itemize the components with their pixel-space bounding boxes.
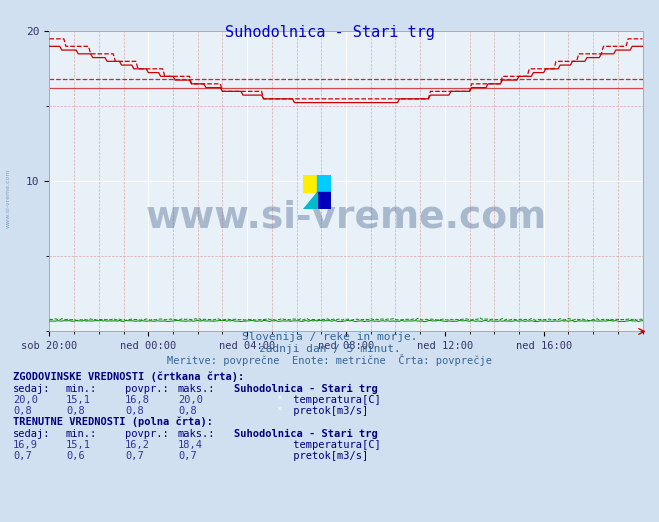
- Text: 0,8: 0,8: [13, 406, 32, 416]
- Text: www.si-vreme.com: www.si-vreme.com: [5, 169, 11, 228]
- Text: 0,7: 0,7: [178, 452, 196, 461]
- Bar: [303, 175, 317, 192]
- Text: zadnji dan / 5 minut.: zadnji dan / 5 minut.: [258, 345, 401, 354]
- Polygon shape: [303, 192, 317, 209]
- Text: ✕: ✕: [276, 407, 281, 413]
- Text: maks.:: maks.:: [178, 429, 215, 439]
- Text: sedaj:: sedaj:: [13, 429, 51, 439]
- Text: TRENUTNE VREDNOSTI (polna črta):: TRENUTNE VREDNOSTI (polna črta):: [13, 417, 213, 428]
- Text: 15,1: 15,1: [66, 440, 91, 450]
- Text: temperatura[C]: temperatura[C]: [287, 395, 380, 405]
- Bar: [317, 192, 331, 209]
- Text: 20,0: 20,0: [13, 395, 38, 405]
- Text: 0,7: 0,7: [125, 452, 144, 461]
- Text: 20,0: 20,0: [178, 395, 203, 405]
- Text: 16,2: 16,2: [125, 440, 150, 450]
- Text: 16,8: 16,8: [125, 395, 150, 405]
- Text: 0,8: 0,8: [125, 406, 144, 416]
- Text: min.:: min.:: [66, 384, 97, 394]
- Text: ✕: ✕: [276, 396, 281, 402]
- Text: 0,7: 0,7: [13, 452, 32, 461]
- Text: ZGODOVINSKE VREDNOSTI (črtkana črta):: ZGODOVINSKE VREDNOSTI (črtkana črta):: [13, 372, 244, 382]
- Text: povpr.:: povpr.:: [125, 429, 169, 439]
- Text: pretok[m3/s]: pretok[m3/s]: [287, 406, 368, 416]
- Text: Suhodolnica - Stari trg: Suhodolnica - Stari trg: [234, 429, 378, 439]
- Text: Suhodolnica - Stari trg: Suhodolnica - Stari trg: [225, 25, 434, 40]
- Text: Suhodolnica - Stari trg: Suhodolnica - Stari trg: [234, 384, 378, 394]
- Text: min.:: min.:: [66, 429, 97, 439]
- Text: 16,9: 16,9: [13, 440, 38, 450]
- Text: 0,8: 0,8: [66, 406, 84, 416]
- Text: Slovenija / reke in morje.: Slovenija / reke in morje.: [242, 333, 417, 342]
- Bar: [317, 175, 331, 192]
- Text: 18,4: 18,4: [178, 440, 203, 450]
- Text: Meritve: povprečne  Enote: metrične  Črta: povprečje: Meritve: povprečne Enote: metrične Črta:…: [167, 354, 492, 366]
- Text: 0,6: 0,6: [66, 452, 84, 461]
- Text: 0,8: 0,8: [178, 406, 196, 416]
- Text: pretok[m3/s]: pretok[m3/s]: [287, 452, 368, 461]
- Text: www.si-vreme.com: www.si-vreme.com: [146, 199, 546, 235]
- Text: povpr.:: povpr.:: [125, 384, 169, 394]
- Text: 15,1: 15,1: [66, 395, 91, 405]
- Text: maks.:: maks.:: [178, 384, 215, 394]
- Text: temperatura[C]: temperatura[C]: [287, 440, 380, 450]
- Text: sedaj:: sedaj:: [13, 384, 51, 394]
